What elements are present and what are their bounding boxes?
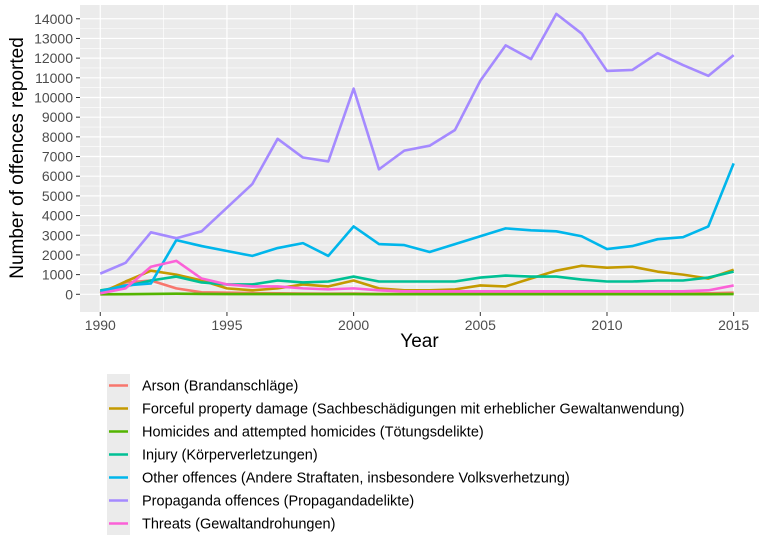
y-tick-label: 11000 xyxy=(35,70,73,86)
y-tick-label: 1000 xyxy=(42,267,73,283)
legend-label: Homicides and attempted homicides (Tötun… xyxy=(142,425,484,441)
x-tick-label: 2005 xyxy=(465,317,496,333)
y-tick-label: 12000 xyxy=(34,50,73,66)
y-tick-label: 6000 xyxy=(42,168,73,184)
legend-item: Forceful property damage (Sachbeschädigu… xyxy=(107,397,684,420)
data-series xyxy=(99,12,735,296)
legend-item: Injury (Körperverletzungen) xyxy=(107,443,318,466)
y-tick-label: 2000 xyxy=(42,247,73,263)
legend-label: Propaganda offences (Propagandadelikte) xyxy=(142,494,414,510)
legend-item: Threats (Gewaltandrohungen) xyxy=(107,512,335,535)
legend: Arson (Brandanschläge) Forceful property … xyxy=(107,374,684,535)
y-axis-title: Number of offences reported xyxy=(7,37,28,279)
plot-panel xyxy=(80,5,759,312)
y-tick-label: 10000 xyxy=(34,89,73,105)
x-tick-label: 2010 xyxy=(591,317,622,333)
y-tick-label: 5000 xyxy=(42,188,73,204)
y-tick-label: 13000 xyxy=(34,30,73,46)
x-tick-label: 1990 xyxy=(85,317,116,333)
legend-label: Other offences (Andere Straftaten, insbe… xyxy=(142,471,570,487)
y-tick-label: 4000 xyxy=(42,208,73,224)
x-tick-label: 1995 xyxy=(211,317,242,333)
y-tick-label: 9000 xyxy=(42,109,73,125)
legend-label: Threats (Gewaltandrohungen) xyxy=(142,517,335,533)
legend-label: Forceful property damage (Sachbeschädigu… xyxy=(142,402,684,418)
y-tick-label: 8000 xyxy=(42,129,73,145)
x-axis-title: Year xyxy=(400,331,439,352)
x-tick-label: 2015 xyxy=(718,317,749,333)
y-tick-label: 3000 xyxy=(42,227,73,243)
legend-label: Injury (Körperverletzungen) xyxy=(142,448,318,464)
series-line xyxy=(99,12,735,275)
series-line xyxy=(100,292,734,296)
x-tick-label: 2000 xyxy=(338,317,369,333)
y-tick-label: 0 xyxy=(65,286,73,302)
legend-label: Arson (Brandanschläge) xyxy=(142,379,298,395)
series-line xyxy=(100,259,734,295)
series-line xyxy=(100,270,734,292)
y-tick-label: 14000 xyxy=(34,11,73,27)
y-axis: 0 1000 2000 3000 4000 5000 6000 7000 8000 9000 100… xyxy=(34,11,80,302)
y-tick-label: 7000 xyxy=(42,149,73,165)
legend-item: Propaganda offences (Propagandadelikte) xyxy=(107,489,414,512)
x-axis: 1990 1995 2000 2005 2010 2015 xyxy=(85,312,749,333)
series-line xyxy=(99,162,735,293)
legend-item: Other offences (Andere Straftaten, insbe… xyxy=(107,466,570,489)
legend-item: Arson (Brandanschläge) xyxy=(107,374,298,397)
legend-item: Homicides and attempted homicides (Tötun… xyxy=(107,420,484,443)
